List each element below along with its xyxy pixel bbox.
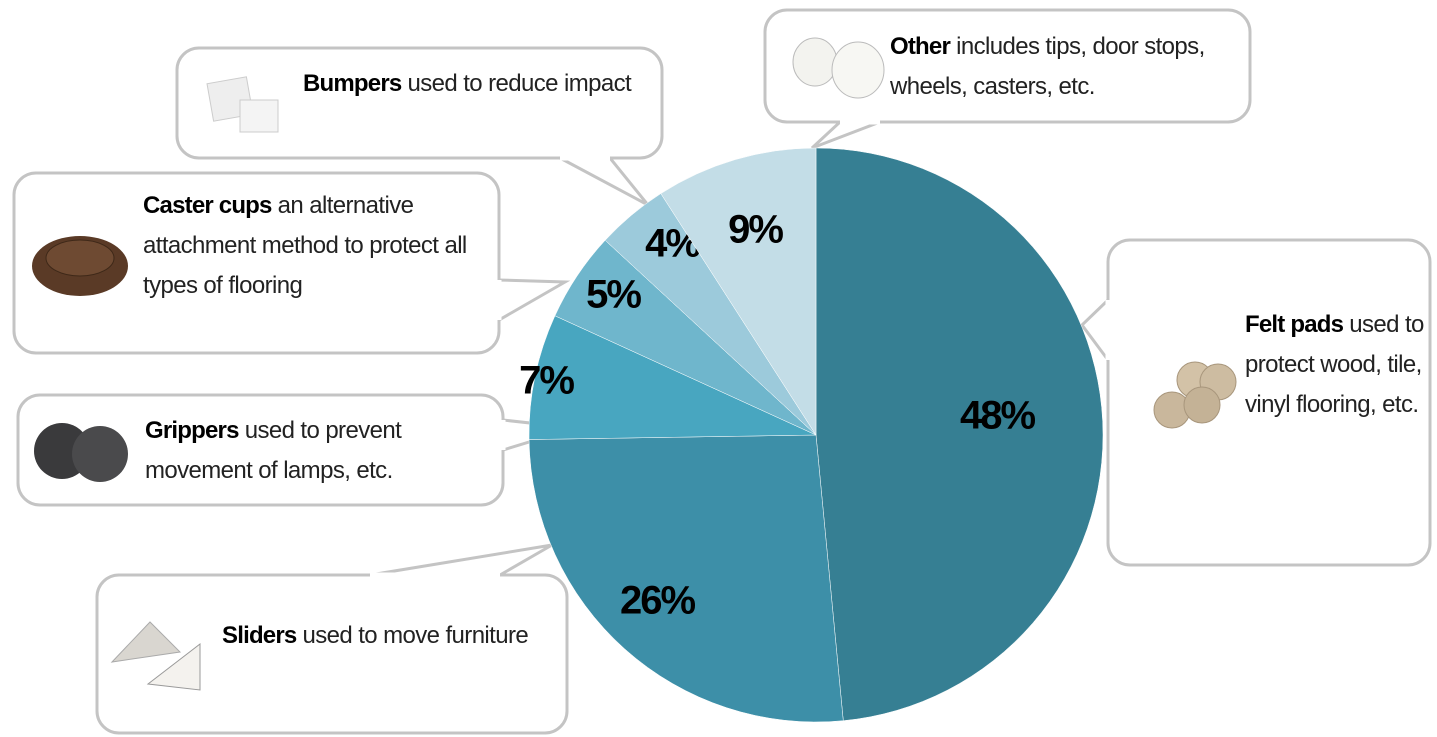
category-name: Other — [890, 33, 951, 60]
category-name: Sliders — [222, 622, 297, 649]
category-description: used to move furniture — [302, 622, 529, 649]
callout-box — [12, 171, 501, 355]
value-label: 26% — [620, 579, 695, 623]
callout-text: Felt pads used to protect wood, tile, vi… — [1245, 305, 1430, 425]
pie-slice — [528, 434, 844, 723]
value-label: 48% — [960, 394, 1035, 438]
icons — [32, 37, 1237, 691]
callout-tail — [369, 543, 553, 577]
callout-text: Caster cups an alternative attachment me… — [143, 186, 493, 306]
callout-text: Bumpers used to reduce impact — [303, 64, 653, 104]
value-label: 5% — [586, 273, 641, 317]
category-name: Bumpers — [303, 70, 402, 97]
pie-slice — [815, 147, 1104, 721]
category-name: Grippers — [145, 417, 239, 444]
category-description: an alternative attachment method to prot… — [143, 192, 467, 299]
category-name: Felt pads — [1245, 311, 1344, 338]
callout-text: Other includes tips, door stops, wheels,… — [890, 27, 1230, 107]
callout-tail — [810, 120, 881, 150]
category-description: used to protect wood, tile, vinyl floori… — [1245, 311, 1424, 418]
value-label: 9% — [728, 208, 783, 252]
category-description: includes tips, door stops, wheels, caste… — [890, 33, 1205, 100]
value-label: 7% — [519, 359, 574, 403]
callout-text: Grippers used to prevent movement of lam… — [145, 411, 495, 491]
callout-box — [763, 8, 1252, 124]
category-description: used to reduce impact — [407, 70, 632, 97]
callout-tail — [497, 278, 571, 323]
category-name: Caster cups — [143, 192, 272, 219]
callout-box — [1106, 238, 1432, 567]
pie-slice — [660, 147, 817, 436]
pie-slice — [528, 315, 817, 440]
callout-box — [95, 573, 569, 735]
callout-box — [175, 46, 664, 160]
callout-tail — [559, 156, 650, 207]
callout-text: Sliders used to move furniture — [222, 616, 552, 656]
category-description: used to prevent movement of lamps, etc. — [145, 417, 402, 484]
